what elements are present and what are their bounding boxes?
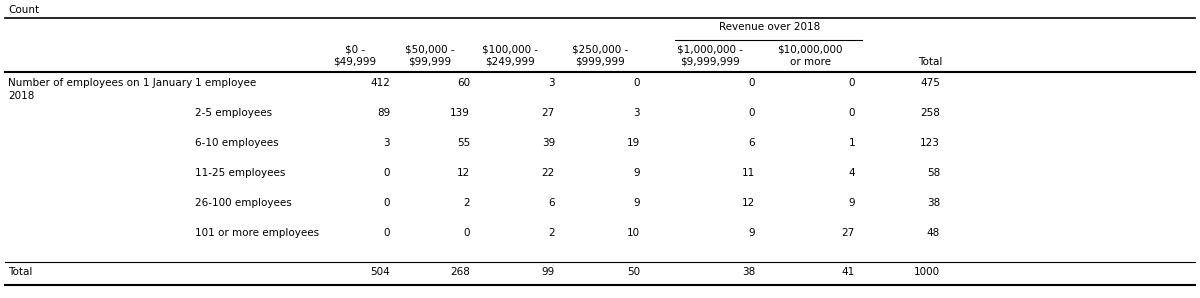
- Text: 0: 0: [749, 78, 755, 88]
- Text: Number of employees on 1 January: Number of employees on 1 January: [8, 78, 192, 88]
- Text: 0: 0: [749, 108, 755, 118]
- Text: 9: 9: [848, 198, 854, 208]
- Text: 2-5 employees: 2-5 employees: [194, 108, 272, 118]
- Text: 3: 3: [634, 108, 640, 118]
- Text: $99,999: $99,999: [408, 57, 451, 67]
- Text: 12: 12: [457, 168, 470, 178]
- Text: 39: 39: [541, 138, 554, 148]
- Text: 10: 10: [626, 228, 640, 238]
- Text: $0 -: $0 -: [344, 45, 365, 55]
- Text: 412: 412: [370, 78, 390, 88]
- Text: Total: Total: [8, 267, 32, 277]
- Text: 0: 0: [634, 78, 640, 88]
- Text: 9: 9: [634, 198, 640, 208]
- Text: 101 or more employees: 101 or more employees: [194, 228, 319, 238]
- Text: Total: Total: [918, 57, 942, 67]
- Text: 38: 38: [742, 267, 755, 277]
- Text: 123: 123: [920, 138, 940, 148]
- Text: 2: 2: [463, 198, 470, 208]
- Text: 99: 99: [541, 267, 554, 277]
- Text: 1 employee: 1 employee: [194, 78, 257, 88]
- Text: 3: 3: [383, 138, 390, 148]
- Text: 475: 475: [920, 78, 940, 88]
- Text: Count: Count: [8, 5, 40, 15]
- Text: $249,999: $249,999: [485, 57, 535, 67]
- Text: 11-25 employees: 11-25 employees: [194, 168, 286, 178]
- Text: 50: 50: [626, 267, 640, 277]
- Text: $250,000 -: $250,000 -: [572, 45, 628, 55]
- Text: 4: 4: [848, 168, 854, 178]
- Text: 3: 3: [548, 78, 554, 88]
- Text: 22: 22: [541, 168, 554, 178]
- Text: 19: 19: [626, 138, 640, 148]
- Text: 0: 0: [463, 228, 470, 238]
- Text: 38: 38: [926, 198, 940, 208]
- Text: 6: 6: [749, 138, 755, 148]
- Text: 268: 268: [450, 267, 470, 277]
- Text: 0: 0: [384, 198, 390, 208]
- Text: 258: 258: [920, 108, 940, 118]
- Text: 6-10 employees: 6-10 employees: [194, 138, 278, 148]
- Text: 58: 58: [926, 168, 940, 178]
- Text: 6: 6: [548, 198, 554, 208]
- Text: 27: 27: [541, 108, 554, 118]
- Text: 12: 12: [742, 198, 755, 208]
- Text: $999,999: $999,999: [575, 57, 625, 67]
- Text: 1: 1: [848, 138, 854, 148]
- Text: $50,000 -: $50,000 -: [406, 45, 455, 55]
- Text: 2018: 2018: [8, 91, 35, 101]
- Text: 0: 0: [848, 108, 854, 118]
- Text: or more: or more: [790, 57, 830, 67]
- Text: $100,000 -: $100,000 -: [482, 45, 538, 55]
- Text: 9: 9: [749, 228, 755, 238]
- Text: 0: 0: [384, 228, 390, 238]
- Text: 139: 139: [450, 108, 470, 118]
- Text: 11: 11: [742, 168, 755, 178]
- Text: Revenue over 2018: Revenue over 2018: [719, 22, 821, 32]
- Text: 1000: 1000: [914, 267, 940, 277]
- Text: 89: 89: [377, 108, 390, 118]
- Text: $10,000,000: $10,000,000: [778, 45, 842, 55]
- Text: 60: 60: [457, 78, 470, 88]
- Text: 27: 27: [841, 228, 854, 238]
- Text: 41: 41: [841, 267, 854, 277]
- Text: 504: 504: [371, 267, 390, 277]
- Text: 2: 2: [548, 228, 554, 238]
- Text: 0: 0: [384, 168, 390, 178]
- Text: 0: 0: [848, 78, 854, 88]
- Text: 26-100 employees: 26-100 employees: [194, 198, 292, 208]
- Text: 9: 9: [634, 168, 640, 178]
- Text: 48: 48: [926, 228, 940, 238]
- Text: $9,999,999: $9,999,999: [680, 57, 740, 67]
- Text: $49,999: $49,999: [334, 57, 377, 67]
- Text: $1,000,000 -: $1,000,000 -: [677, 45, 743, 55]
- Text: 55: 55: [457, 138, 470, 148]
